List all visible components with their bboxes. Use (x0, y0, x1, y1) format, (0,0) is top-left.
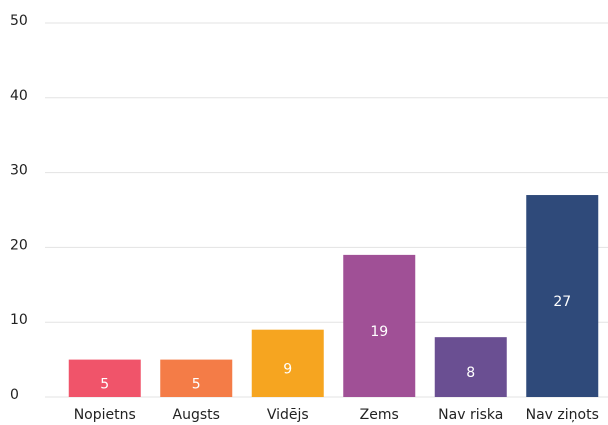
value-label: 9 (283, 361, 292, 377)
y-tick-label: 40 (10, 88, 28, 104)
value-label: 5 (100, 376, 109, 392)
y-tick-label: 50 (10, 13, 28, 29)
y-tick-label: 10 (10, 312, 28, 328)
value-label: 27 (553, 294, 571, 310)
value-label: 8 (466, 365, 475, 381)
x-tick-label: Vidējs (267, 407, 309, 423)
x-tick-label: Nav riska (438, 407, 503, 423)
x-tick-label: Nopietns (74, 407, 136, 423)
x-tick-label: Zems (360, 407, 399, 423)
bar (251, 329, 324, 397)
bar (160, 359, 233, 397)
y-tick-label: 0 (10, 387, 19, 403)
bar (526, 195, 599, 397)
y-tick-label: 20 (10, 237, 28, 253)
value-label: 5 (192, 376, 201, 392)
x-tick-label: Augsts (173, 407, 220, 423)
bar (68, 359, 141, 397)
y-tick-label: 30 (10, 163, 28, 179)
x-tick-label: Nav ziņots (526, 407, 599, 423)
value-label: 19 (370, 324, 388, 340)
bar (343, 254, 416, 397)
bar (434, 337, 507, 397)
